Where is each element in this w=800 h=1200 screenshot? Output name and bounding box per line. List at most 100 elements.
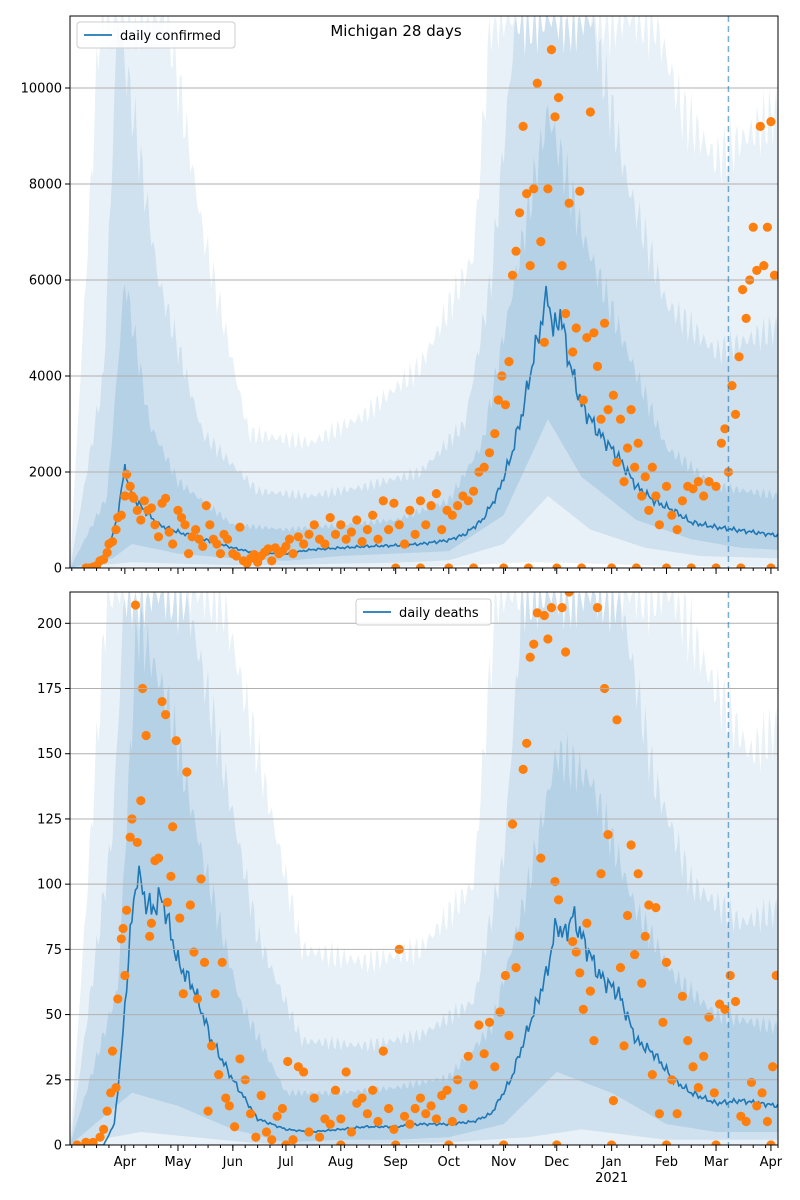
observed-point bbox=[330, 1085, 341, 1095]
observed-point bbox=[214, 1069, 224, 1080]
observed-point bbox=[180, 520, 190, 530]
observed-point bbox=[122, 905, 132, 915]
y-tick-label: 125 bbox=[37, 812, 62, 827]
observed-point bbox=[608, 390, 618, 400]
observed-point bbox=[437, 525, 447, 535]
observed-point bbox=[640, 472, 650, 482]
observed-point bbox=[661, 563, 672, 568]
observed-point bbox=[677, 991, 688, 1001]
observed-point bbox=[160, 709, 171, 720]
observed-point bbox=[210, 989, 220, 999]
observed-point bbox=[207, 1041, 217, 1051]
y-tick-label: 2000 bbox=[29, 466, 62, 481]
observed-point bbox=[444, 1140, 454, 1145]
y-tick-label: 75 bbox=[45, 943, 62, 958]
observed-point bbox=[490, 1062, 500, 1072]
observed-point bbox=[189, 947, 199, 957]
y-tick-label: 6000 bbox=[29, 274, 62, 289]
observed-point bbox=[263, 544, 273, 554]
observed-point bbox=[759, 261, 769, 271]
observed-point bbox=[107, 1046, 118, 1056]
observed-point bbox=[576, 563, 587, 568]
observed-point bbox=[499, 563, 509, 568]
observed-point bbox=[399, 1111, 410, 1121]
observed-point bbox=[608, 1096, 618, 1106]
observed-point bbox=[550, 876, 560, 887]
observed-point bbox=[704, 1012, 714, 1022]
observed-point bbox=[281, 1140, 291, 1145]
observed-point bbox=[711, 481, 721, 491]
observed-point bbox=[217, 957, 227, 968]
observed-point bbox=[525, 261, 535, 271]
observed-point bbox=[507, 819, 518, 829]
observed-point bbox=[677, 496, 688, 506]
observed-point bbox=[667, 510, 677, 520]
observed-point bbox=[389, 1124, 399, 1134]
observed-point bbox=[468, 1080, 479, 1090]
observed-point bbox=[768, 1062, 778, 1072]
observed-point bbox=[136, 515, 146, 525]
observed-point bbox=[525, 652, 535, 662]
observed-point bbox=[426, 501, 436, 511]
observed-point bbox=[504, 357, 514, 367]
observed-point bbox=[762, 222, 772, 232]
y-tick-label: 50 bbox=[45, 1008, 62, 1023]
observed-point bbox=[766, 1140, 776, 1145]
observed-point bbox=[293, 532, 303, 542]
observed-point bbox=[582, 918, 592, 928]
observed-point bbox=[499, 1140, 509, 1145]
observed-point bbox=[711, 1140, 721, 1145]
observed-point bbox=[514, 931, 525, 941]
observed-point bbox=[261, 1127, 272, 1137]
observed-point bbox=[507, 270, 518, 280]
y-tick-label: 200 bbox=[37, 617, 62, 632]
observed-point bbox=[741, 313, 751, 323]
observed-point bbox=[463, 496, 473, 506]
observed-point bbox=[288, 1135, 298, 1145]
observed-point bbox=[539, 610, 549, 621]
observed-point bbox=[561, 309, 571, 319]
observed-point bbox=[532, 78, 542, 88]
x-tick-label: Jun bbox=[222, 1155, 243, 1170]
observed-point bbox=[693, 1083, 703, 1093]
observed-point bbox=[194, 534, 204, 544]
observed-point bbox=[145, 931, 155, 941]
observed-point bbox=[111, 1083, 121, 1093]
observed-point bbox=[421, 520, 431, 530]
observed-point bbox=[284, 534, 295, 544]
observed-point bbox=[288, 549, 298, 559]
y-tick-label: 8000 bbox=[29, 178, 62, 193]
observed-point bbox=[654, 520, 665, 530]
x-tick-label: Oct bbox=[438, 1155, 460, 1170]
observed-point bbox=[490, 429, 500, 439]
observed-point bbox=[752, 1101, 762, 1111]
x-tick-label: May bbox=[165, 1155, 192, 1170]
observed-point bbox=[309, 520, 319, 530]
observed-point bbox=[699, 491, 709, 501]
observed-point bbox=[546, 603, 557, 613]
observed-point bbox=[661, 1140, 672, 1145]
observed-point bbox=[607, 563, 617, 568]
observed-point bbox=[81, 1137, 91, 1145]
observed-point bbox=[683, 1036, 693, 1046]
observed-point bbox=[146, 918, 157, 928]
observed-point bbox=[582, 333, 592, 343]
observed-point bbox=[709, 1088, 719, 1098]
observed-point bbox=[415, 563, 426, 568]
observed-point bbox=[644, 900, 654, 910]
y-tick-label: 0 bbox=[54, 1139, 62, 1154]
observed-point bbox=[504, 1030, 514, 1041]
y-tick-label: 150 bbox=[37, 747, 62, 762]
observed-point bbox=[762, 1116, 772, 1127]
observed-point bbox=[603, 405, 613, 415]
plot-area bbox=[70, 16, 778, 568]
observed-point bbox=[88, 1137, 98, 1145]
observed-point bbox=[373, 1116, 383, 1127]
observed-point bbox=[658, 1017, 668, 1028]
x-tick-label: Aug bbox=[328, 1155, 353, 1170]
observed-point bbox=[596, 869, 606, 879]
observed-point bbox=[191, 525, 201, 535]
observed-point bbox=[341, 1067, 351, 1077]
observed-point bbox=[384, 1103, 394, 1114]
observed-point bbox=[281, 541, 291, 552]
